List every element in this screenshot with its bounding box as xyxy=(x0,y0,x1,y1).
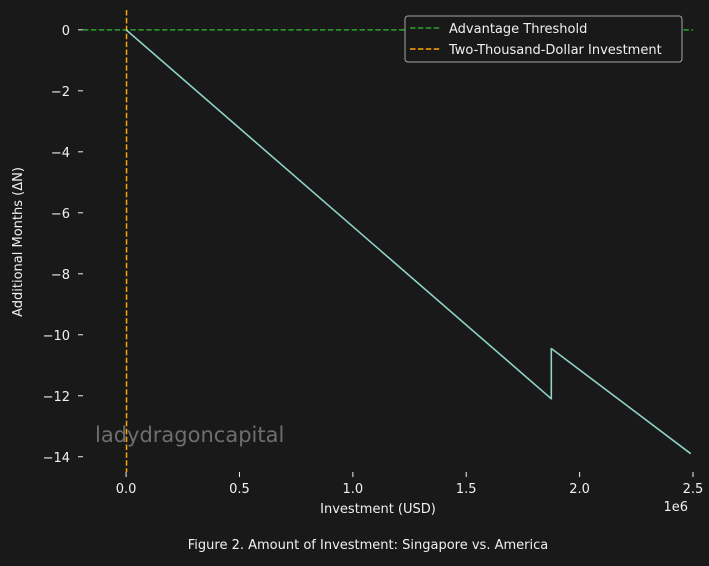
y-tick-label: −4 xyxy=(51,146,70,161)
x-axis-label: Investment (USD) xyxy=(320,502,436,517)
x-tick-label: 2.0 xyxy=(569,482,590,497)
x-tick-label: 0.0 xyxy=(116,482,137,497)
watermark-text: ladydragoncapital xyxy=(95,423,284,447)
x-tick-label: 2.5 xyxy=(683,482,704,497)
x-axis-offset-text: 1e6 xyxy=(663,500,688,515)
y-tick-label: −6 xyxy=(51,207,70,222)
y-axis-label: Additional Months (ΔN) xyxy=(11,167,26,317)
figure-caption: Figure 2. Amount of Investment: Singapor… xyxy=(188,538,548,553)
x-tick-label: 1.0 xyxy=(343,482,364,497)
legend-box xyxy=(404,15,683,63)
legend-label-two-thousand-dollar-investment: Two-Thousand-Dollar Investment xyxy=(448,43,662,58)
y-tick-label: −12 xyxy=(43,390,70,405)
legend: Advantage Threshold Two-Thousand-Dollar … xyxy=(404,15,683,63)
y-tick-label: 0 xyxy=(62,24,70,39)
x-tick-label: 0.5 xyxy=(229,482,250,497)
y-tick-label: −2 xyxy=(51,85,70,100)
series-line-0 xyxy=(125,29,692,455)
y-tick-label: −14 xyxy=(43,451,70,466)
y-tick-label: −10 xyxy=(43,329,70,344)
axes: 0.0 0.5 1.0 1.5 2.0 2.5 0 −2 −4 −6 −8 −10 −12 −14 xyxy=(43,24,704,497)
plot-area xyxy=(83,10,693,472)
legend-label-advantage-threshold: Advantage Threshold xyxy=(449,22,587,37)
x-tick-label: 1.5 xyxy=(456,482,477,497)
y-tick-label: −8 xyxy=(51,268,70,283)
